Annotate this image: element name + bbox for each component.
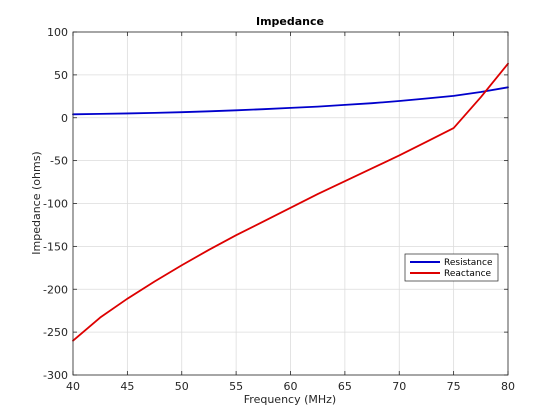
legend: Resistance Reactance	[404, 253, 499, 282]
x-tick-label: 40	[66, 380, 80, 393]
y-tick-label: -250	[43, 326, 68, 339]
y-tick-label: 0	[61, 112, 68, 125]
x-tick-label: 80	[501, 380, 515, 393]
plot-area	[72, 31, 509, 376]
y-tick-label: 50	[54, 69, 68, 82]
x-tick-label: 65	[338, 380, 352, 393]
x-tick-label: 55	[229, 380, 243, 393]
chart-title: Impedance	[256, 15, 324, 28]
x-tick-label: 50	[175, 380, 189, 393]
x-axis-title: Frequency (MHz)	[244, 393, 336, 406]
x-tick-label: 70	[392, 380, 406, 393]
x-tick-label: 75	[447, 380, 461, 393]
y-tick-label: -200	[43, 283, 68, 296]
x-tick-label: 60	[284, 380, 298, 393]
grid	[72, 31, 509, 376]
series-layer	[72, 62, 509, 342]
legend-label-resistance: Resistance	[444, 258, 493, 268]
y-axis-title: Impedance (ohms)	[30, 151, 43, 254]
y-tick-label: 100	[47, 26, 68, 39]
ticks	[72, 31, 509, 376]
series-line-resistance	[72, 86, 509, 116]
y-tick-label: -300	[43, 369, 68, 382]
legend-label-reactance: Reactance	[444, 269, 492, 279]
y-tick-label: -50	[50, 155, 68, 168]
legend-box	[404, 253, 499, 282]
y-tick-label: -150	[43, 240, 68, 253]
tick-labels: 40 45 50 55 60 65 70 75 80 -300 -250 -200 -150 -100 -5…	[43, 26, 515, 393]
series-line-reactance	[72, 62, 509, 342]
y-tick-label: -100	[43, 198, 68, 211]
x-tick-label: 45	[120, 380, 134, 393]
